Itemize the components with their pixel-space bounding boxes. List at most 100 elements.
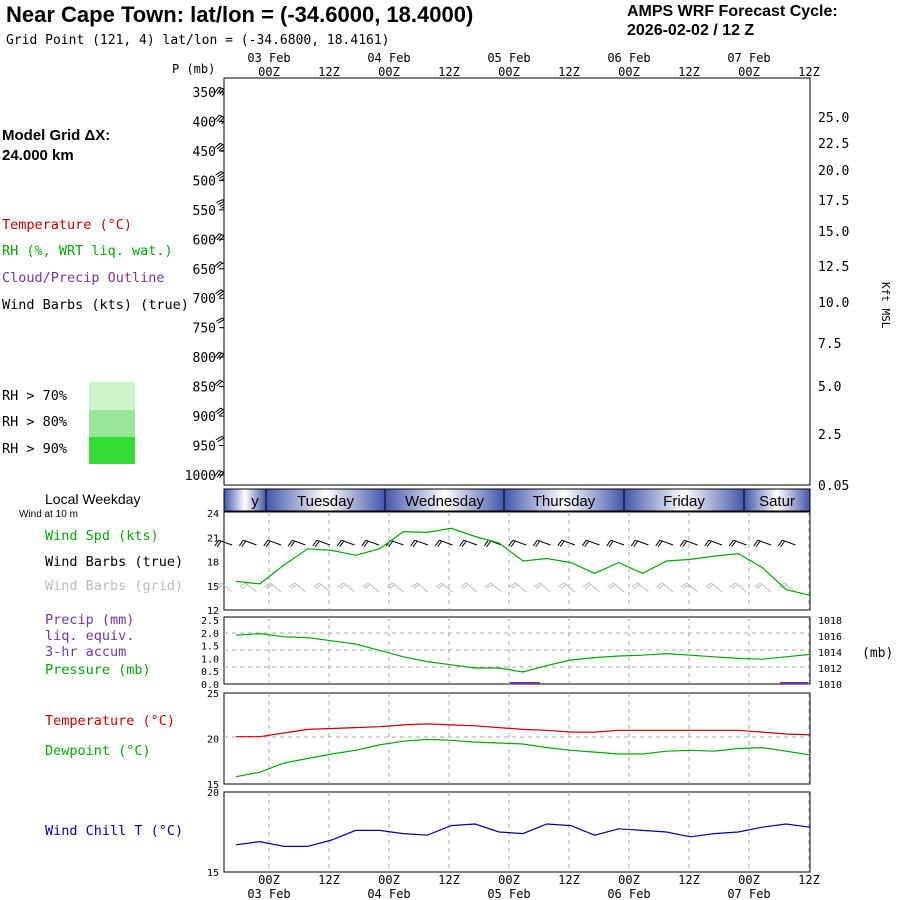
date-label: 05 Feb bbox=[487, 887, 530, 900]
barb-feather bbox=[362, 582, 369, 588]
barb-feather bbox=[214, 407, 222, 413]
wind-barb-grid bbox=[680, 582, 698, 593]
barb-feather bbox=[216, 199, 223, 204]
weekday-bar: y Tuesday Wednesday Thursday Friday Satur bbox=[223, 488, 811, 512]
pressure-right-tick: 1010 bbox=[818, 680, 842, 691]
height-axis-title: Kft MSL bbox=[879, 282, 892, 329]
barb-feather bbox=[707, 584, 714, 589]
wind-barb-true bbox=[434, 539, 453, 548]
barb-feather bbox=[216, 115, 223, 122]
barb-feather bbox=[658, 584, 665, 589]
y-tick-label: 1.0 bbox=[201, 654, 219, 665]
height-tick-label: 22.5 bbox=[818, 137, 849, 152]
panel-frame bbox=[223, 791, 811, 873]
time-axis-bottom: 00Z 12Z 00Z 12Z 00Z 12Z 00Z 12Z 00Z 12Z 03 Feb 04 F… bbox=[247, 873, 820, 900]
barb-feather bbox=[704, 539, 710, 547]
barb-feather bbox=[266, 584, 273, 589]
barb-feather bbox=[532, 539, 538, 547]
date-label: 06 Feb bbox=[607, 887, 650, 900]
wind-speed-panel: 24 21 18 15 12 bbox=[207, 509, 811, 617]
wind-height-note: Wind at 10 m bbox=[19, 509, 78, 520]
barb-feather bbox=[214, 114, 220, 121]
legend-pressure: Pressure (mb) bbox=[45, 662, 151, 678]
legend-wind-chill: Wind Chill T (°C) bbox=[45, 823, 184, 839]
barb-feather bbox=[411, 582, 418, 588]
wind-barb-true bbox=[581, 539, 600, 548]
barb-feather bbox=[633, 584, 640, 589]
barb-feather bbox=[215, 582, 222, 588]
weekday-cell bbox=[223, 488, 267, 512]
barb-feather bbox=[437, 584, 444, 589]
legend-wind-barbs-grid: Wind Barbs (grid) bbox=[45, 578, 184, 594]
barb-feather bbox=[655, 539, 661, 547]
wind-barb-grid bbox=[239, 582, 257, 593]
y-tick-label: 20 bbox=[207, 735, 219, 746]
barb-feather bbox=[756, 584, 763, 589]
barb-feather bbox=[217, 437, 224, 443]
barb-feather bbox=[460, 582, 467, 588]
rh-legend-70-label: RH > 70% bbox=[2, 388, 68, 404]
barb-feather bbox=[313, 582, 320, 588]
barb-feather bbox=[216, 352, 222, 359]
barb-feather bbox=[486, 584, 493, 589]
upper-cross-section: -28.00-24.00-20.00-16.00-12.00-8.00-4.00… bbox=[172, 62, 892, 494]
pressure-tick-label: 550 bbox=[193, 204, 216, 219]
legend-wind-barbs-true: Wind Barbs (true) bbox=[45, 554, 184, 570]
barb-feather bbox=[705, 582, 712, 588]
barb-feather bbox=[214, 351, 220, 358]
pressure-tick-label: 350 bbox=[193, 86, 216, 101]
time-tick-label: 12Z bbox=[318, 873, 340, 887]
pressure-right-tick: 1016 bbox=[818, 632, 842, 643]
forecast-cycle-value: 2026-02-02 / 12 Z bbox=[627, 22, 755, 39]
barb-feather bbox=[339, 540, 345, 548]
barb-feather bbox=[731, 540, 737, 548]
rh-legend-90-label: RH > 90% bbox=[2, 441, 68, 457]
barb-feather bbox=[216, 471, 222, 478]
barb-feather bbox=[363, 540, 369, 548]
wind-barb-grid bbox=[362, 582, 380, 593]
time-tick-label: 12Z bbox=[678, 873, 700, 887]
y-tick-label: 0.5 bbox=[201, 667, 219, 678]
time-tick-label: 00Z bbox=[618, 65, 640, 79]
barb-feather bbox=[216, 144, 223, 150]
height-tick-label: 17.5 bbox=[818, 194, 849, 209]
barb-feather bbox=[461, 540, 467, 548]
wind-barb-grid bbox=[631, 582, 649, 593]
barb-feather bbox=[631, 582, 639, 588]
wind-barb-grid bbox=[460, 582, 478, 593]
weekday-label: y bbox=[251, 493, 259, 510]
time-tick-label: 12Z bbox=[678, 65, 700, 79]
barb-feather bbox=[263, 539, 269, 547]
barb-feather bbox=[679, 539, 685, 547]
legend-precip: Precip (mm) bbox=[45, 612, 135, 628]
barb-feather bbox=[682, 540, 688, 548]
time-tick-label: 12Z bbox=[438, 873, 460, 887]
time-tick-label: 00Z bbox=[258, 65, 280, 79]
legend-temperature: Temperature (°C) bbox=[2, 217, 133, 233]
wind-barb-true bbox=[777, 539, 796, 548]
wind-barb-grid bbox=[484, 582, 502, 593]
time-tick-label: 12Z bbox=[318, 65, 340, 79]
y-tick-label: 2.0 bbox=[201, 629, 219, 640]
barb-feather bbox=[241, 584, 248, 589]
wind-barb-true bbox=[263, 539, 282, 548]
time-tick-label: 00Z bbox=[738, 873, 760, 887]
barb-feather bbox=[728, 539, 734, 547]
pressure-right-tick: 1014 bbox=[818, 648, 842, 659]
wind-barb-true bbox=[728, 539, 747, 548]
y-tick-label: 15 bbox=[207, 780, 219, 791]
barb-feather bbox=[780, 584, 787, 589]
pressure-tick-label: 800 bbox=[193, 351, 216, 366]
barb-feather bbox=[410, 539, 416, 547]
y-tick-label: 0.0 bbox=[201, 680, 219, 691]
barb-feather bbox=[216, 409, 224, 415]
barb-feather bbox=[608, 540, 614, 548]
wind-barb-true bbox=[361, 539, 380, 548]
time-axis-top: 00Z 12Z 00Z 12Z 00Z 12Z 00Z 12Z 00Z 12Z 03 Feb 04 F… bbox=[247, 51, 820, 79]
y-tick-label: 18 bbox=[207, 558, 219, 569]
barb-feather bbox=[584, 584, 591, 589]
legend-rh: RH (%, WRT liq. wat.) bbox=[2, 243, 173, 259]
barb-feather bbox=[214, 539, 220, 547]
wind-barb-true bbox=[336, 539, 355, 548]
